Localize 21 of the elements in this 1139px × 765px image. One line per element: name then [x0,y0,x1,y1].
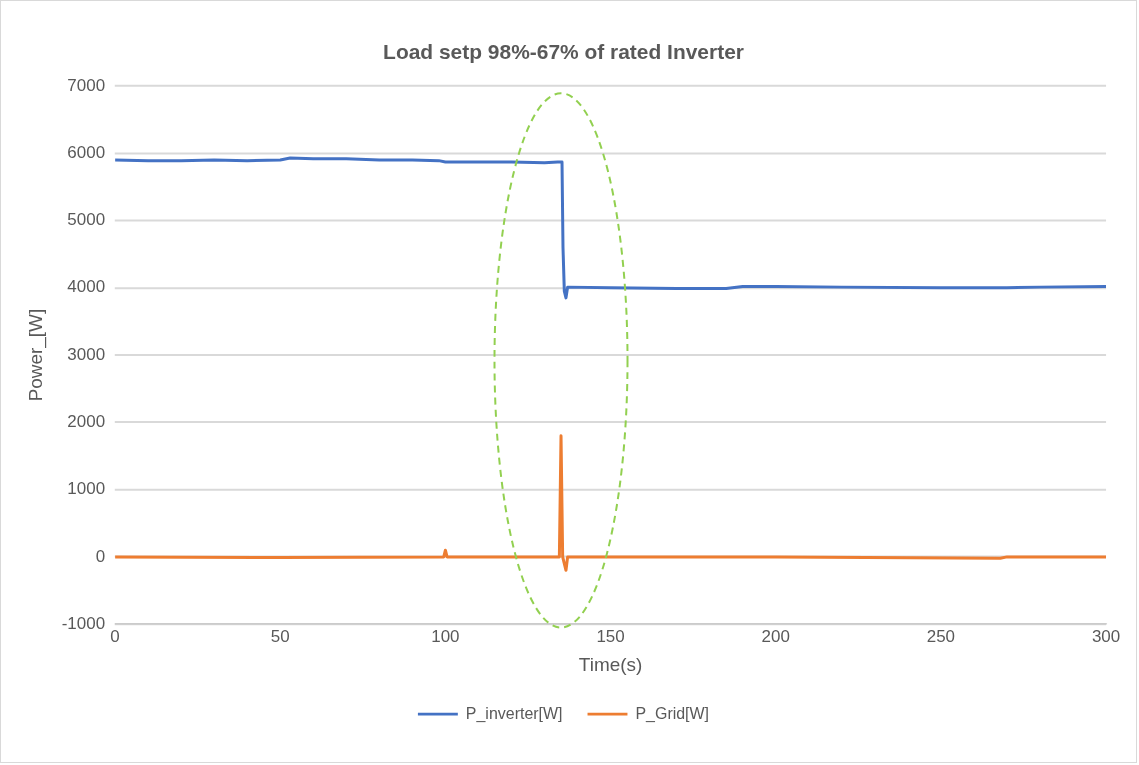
x-axis-title: Time(s) [578,654,643,676]
y-tick-label: 7000 [67,75,106,95]
y-tick-label: 3000 [67,344,106,364]
x-tick-label: 0 [110,627,120,646]
y-tick-label: 5000 [67,210,106,230]
y-tick-label: -1000 [61,613,106,633]
y-tick-label: 6000 [67,142,106,162]
y-tick-label: 2000 [67,412,106,432]
x-tick-label: 300 [1091,627,1121,646]
x-tick-label: 100 [431,627,460,646]
legend-label: P_Grid[W] [635,704,710,723]
y-tick-label: 0 [95,546,106,566]
x-tick-label: 50 [270,627,290,646]
x-tick-label: 150 [596,627,625,646]
y-tick-label: 1000 [67,479,106,499]
legend-label: P_inverter[W] [465,704,563,723]
x-tick-label: 250 [926,627,956,646]
y-tick-label: 4000 [67,277,106,297]
x-tick-label: 200 [761,627,790,646]
y-axis-title: Power_[W] [24,308,47,402]
chart-title: Load setp 98%-67% of rated Inverter [383,40,744,64]
